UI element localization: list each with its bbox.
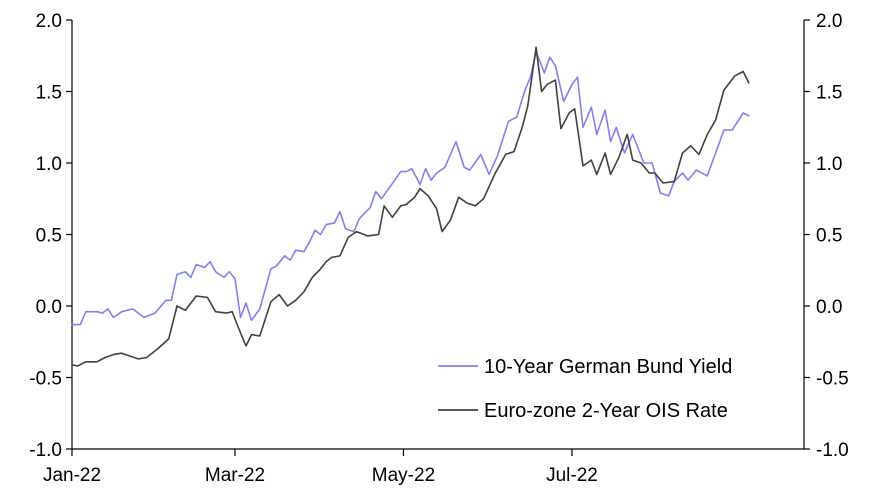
legend-label: 10-Year German Bund Yield	[484, 356, 732, 378]
right-y-tick-label: -0.5	[816, 369, 849, 390]
right-y-tick-label: 0.0	[816, 297, 842, 318]
series-layer	[71, 46, 750, 367]
series-line-bund-yield	[71, 50, 750, 326]
chart-axes	[71, 20, 805, 450]
x-tick-label: Mar-22	[205, 465, 265, 486]
x-tick-label: Jan-22	[43, 465, 101, 486]
right-y-tick-label: 1.5	[816, 83, 842, 104]
legend-label: Euro-zone 2-Year OIS Rate	[484, 400, 728, 422]
left-y-axis: -1.0 -0.5 0.0 0.5 1.0 1.5 2.0	[29, 11, 72, 461]
left-y-tick-label: -1.0	[29, 440, 62, 461]
legend: 10-Year German Bund Yield Euro-zone 2-Yea…	[438, 356, 732, 422]
left-y-tick-label: 1.0	[36, 154, 62, 175]
left-y-tick-label: 2.0	[36, 11, 62, 32]
left-y-tick-label: 1.5	[36, 83, 62, 104]
right-y-tick-label: 1.0	[816, 154, 842, 175]
right-y-tick-label: 2.0	[816, 11, 842, 32]
right-y-tick-label: -1.0	[816, 440, 849, 461]
x-tick-label: May-22	[372, 465, 435, 486]
left-y-tick-label: 0.5	[36, 226, 62, 247]
series-line-ois-rate	[71, 46, 750, 367]
x-tick-label: Jul-22	[546, 465, 598, 486]
right-y-axis: -1.0 -0.5 0.0 0.5 1.0 1.5 2.0	[804, 11, 849, 461]
left-y-tick-label: 0.0	[36, 297, 62, 318]
x-axis: Jan-22 Mar-22 May-22 Jul-22	[43, 449, 598, 486]
left-y-tick-label: -0.5	[29, 369, 62, 390]
right-y-tick-label: 0.5	[816, 226, 842, 247]
